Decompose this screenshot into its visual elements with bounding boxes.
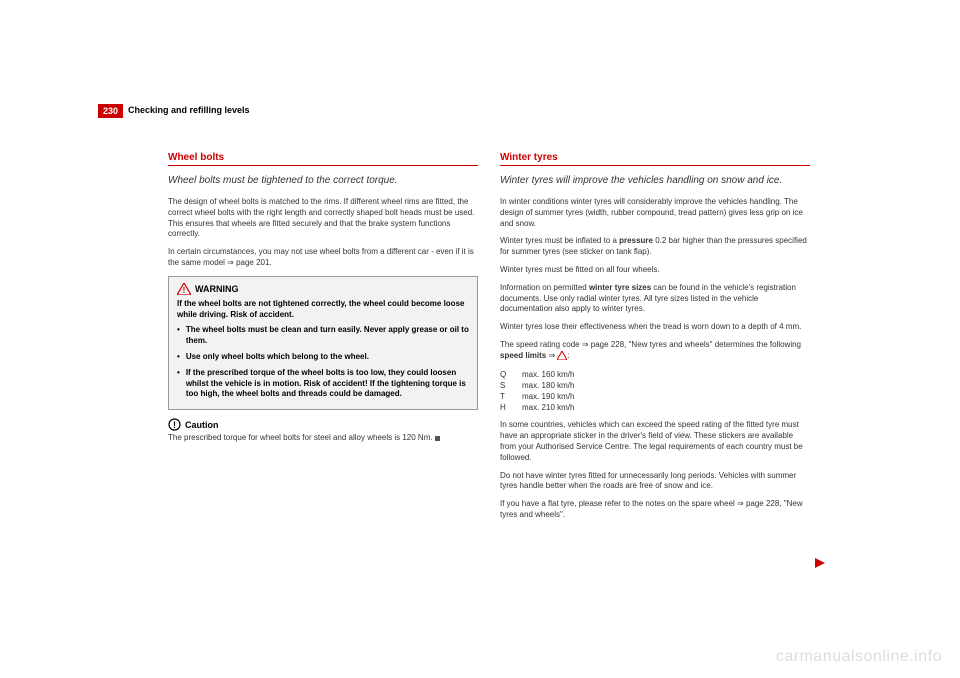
speed-row-t: T max. 190 km/h bbox=[500, 391, 810, 402]
caution-label: Caution bbox=[185, 420, 219, 430]
speed-value: max. 180 km/h bbox=[522, 380, 574, 391]
winter-p4: Information on permitted winter tyre siz… bbox=[500, 283, 810, 315]
warning-box: ! WARNING If the wheel bolts are not tig… bbox=[168, 276, 478, 410]
caution-header: ! Caution bbox=[168, 418, 478, 431]
winter-p2: Winter tyres must be inflated to a press… bbox=[500, 236, 810, 258]
warning-bullet-3-text: If the prescribed torque of the wheel bo… bbox=[186, 368, 469, 400]
warning-label: WARNING bbox=[195, 284, 239, 294]
page-header: Checking and refilling levels bbox=[128, 105, 250, 115]
speed-table: Q max. 160 km/h S max. 180 km/h T max. 1… bbox=[500, 369, 810, 414]
speed-code: T bbox=[500, 391, 510, 402]
speed-row-s: S max. 180 km/h bbox=[500, 380, 810, 391]
bullet-icon: • bbox=[177, 325, 180, 347]
caution-circle-icon: ! bbox=[168, 418, 181, 431]
wheel-bolts-p2: In certain circumstances, you may not us… bbox=[168, 247, 478, 269]
wheel-bolts-heading: Wheel bolts bbox=[168, 152, 478, 166]
warning-triangle-inline-icon bbox=[557, 351, 567, 360]
caution-text: The prescribed torque for wheel bolts fo… bbox=[168, 433, 478, 444]
svg-text:!: ! bbox=[183, 286, 186, 295]
winter-p7: In some countries, vehicles which can ex… bbox=[500, 420, 810, 463]
warning-bullet-1: • The wheel bolts must be clean and turn… bbox=[177, 325, 469, 347]
page-number-badge: 230 bbox=[98, 104, 123, 118]
warning-header: ! WARNING bbox=[177, 283, 469, 295]
svg-text:!: ! bbox=[173, 420, 176, 430]
warning-bullet-2: • Use only wheel bolts which belong to t… bbox=[177, 352, 469, 363]
winter-p1: In winter conditions winter tyres will c… bbox=[500, 197, 810, 229]
wheel-bolts-subtitle: Wheel bolts must be tightened to the cor… bbox=[168, 174, 478, 187]
winter-p8: Do not have winter tyres fitted for unne… bbox=[500, 471, 810, 493]
warning-bullet-2-text: Use only wheel bolts which belong to the… bbox=[186, 352, 369, 363]
speed-value: max. 210 km/h bbox=[522, 402, 574, 413]
bullet-icon: • bbox=[177, 352, 180, 363]
continue-arrow-icon bbox=[815, 558, 825, 568]
warning-bullet-3: • If the prescribed torque of the wheel … bbox=[177, 368, 469, 400]
warning-line-1: If the wheel bolts are not tightened cor… bbox=[177, 299, 469, 321]
winter-tyres-subtitle: Winter tyres will improve the vehicles h… bbox=[500, 174, 810, 187]
speed-value: max. 190 km/h bbox=[522, 391, 574, 402]
speed-code: H bbox=[500, 402, 510, 413]
right-column: Winter tyres Winter tyres will improve t… bbox=[500, 152, 810, 528]
winter-p3: Winter tyres must be fitted on all four … bbox=[500, 265, 810, 276]
speed-row-h: H max. 210 km/h bbox=[500, 402, 810, 413]
speed-code: S bbox=[500, 380, 510, 391]
warning-bullet-1-text: The wheel bolts must be clean and turn e… bbox=[186, 325, 469, 347]
winter-p5: Winter tyres lose their effectiveness wh… bbox=[500, 322, 810, 333]
end-of-section-icon bbox=[435, 436, 440, 441]
speed-value: max. 160 km/h bbox=[522, 369, 574, 380]
wheel-bolts-p1: The design of wheel bolts is matched to … bbox=[168, 197, 478, 240]
winter-p9: If you have a flat tyre, please refer to… bbox=[500, 499, 810, 521]
left-column: Wheel bolts Wheel bolts must be tightene… bbox=[168, 152, 478, 451]
watermark-text: carmanualsonline.info bbox=[776, 648, 942, 666]
warning-triangle-icon: ! bbox=[177, 283, 191, 295]
winter-p6: The speed rating code ⇒ page 228, "New t… bbox=[500, 340, 810, 362]
winter-tyres-heading: Winter tyres bbox=[500, 152, 810, 166]
speed-row-q: Q max. 160 km/h bbox=[500, 369, 810, 380]
speed-code: Q bbox=[500, 369, 510, 380]
bullet-icon: • bbox=[177, 368, 180, 400]
